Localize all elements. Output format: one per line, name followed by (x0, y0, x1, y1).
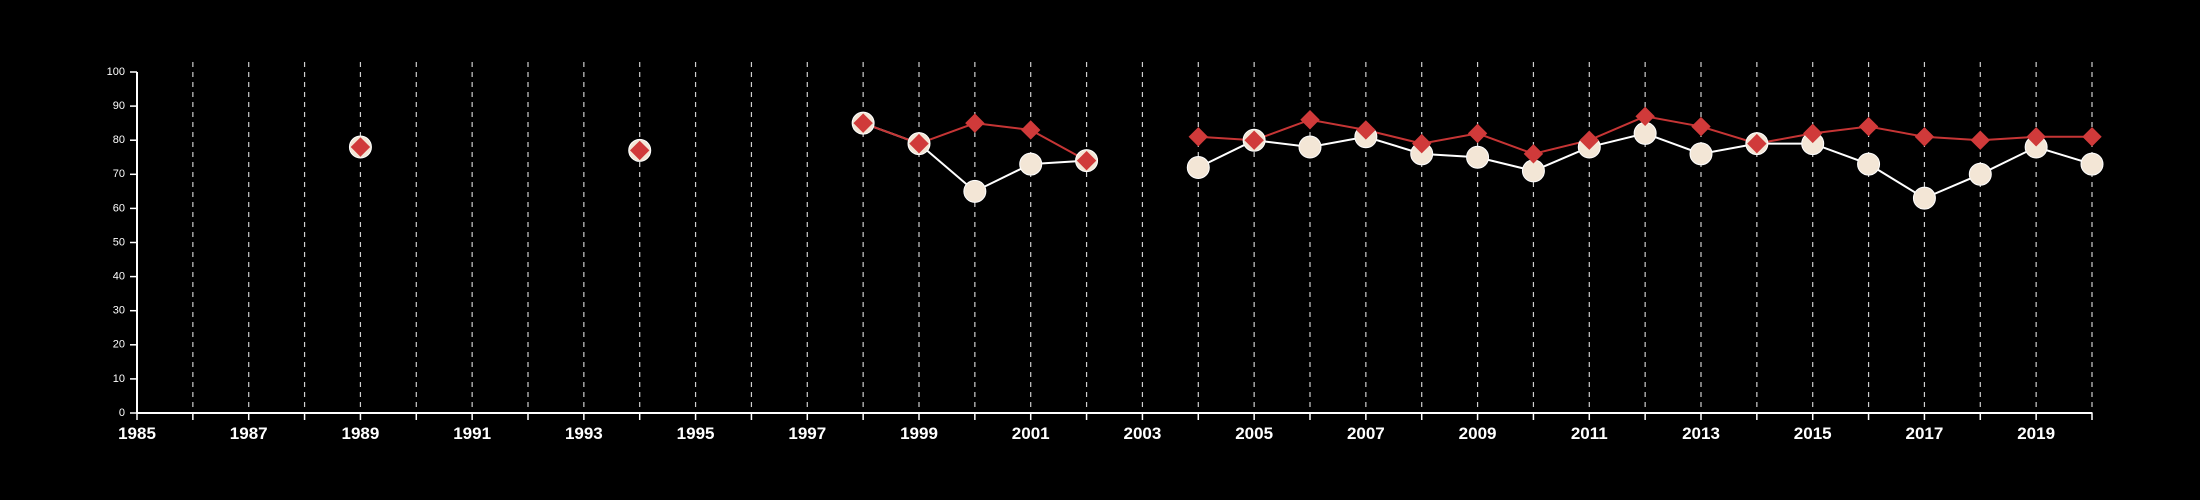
x-tick-label: 1993 (565, 424, 603, 443)
y-axis: 0 10 20 30 40 50 60 70 80 90 100 (107, 66, 138, 419)
series-2-point (1970, 130, 1990, 150)
series-1-point (1466, 145, 1490, 169)
x-tick-label: 2013 (1682, 424, 1720, 443)
x-axis: 1985 1987 1989 1991 1993 1995 1997 1999 2001 2003… (118, 412, 2093, 443)
series-2-point (1914, 127, 1935, 147)
y-tick-label: 90 (113, 100, 125, 112)
x-tick-label: 1999 (900, 424, 938, 443)
series-1-point (963, 179, 987, 203)
series-1-point (1689, 142, 1713, 166)
y-tick-label: 50 (113, 236, 125, 248)
series-2-point (1021, 120, 1041, 140)
series-2-point (1803, 123, 1823, 144)
series-2-point (1635, 106, 1655, 127)
x-tick-label: 2015 (1794, 424, 1832, 443)
y-tick-label: 0 (119, 407, 125, 419)
x-tick-label: 1985 (118, 424, 156, 443)
x-tick-label: 2011 (1571, 424, 1608, 443)
series-2-point (1691, 116, 1711, 137)
y-tick-label: 10 (113, 373, 125, 385)
x-tick-label: 2001 (1012, 424, 1050, 443)
x-tick-label: 2005 (1235, 424, 1273, 443)
series-2-point (2082, 127, 2102, 147)
series-2-point (1579, 130, 1599, 150)
x-tick-label: 1987 (230, 424, 268, 443)
series-2-point (1523, 144, 1544, 164)
y-tick-label: 60 (113, 202, 125, 214)
series-2-point (1356, 120, 1376, 140)
series-2-point (909, 133, 929, 154)
series-2-point (853, 113, 873, 133)
series-2-point (1412, 133, 1432, 154)
series-2-point (1858, 116, 1879, 137)
series-2-point (1300, 110, 1320, 130)
y-tick-label: 40 (113, 271, 125, 283)
series-2-point (630, 140, 650, 161)
series-2-point (2026, 127, 2046, 147)
x-tick-label: 2007 (1347, 424, 1385, 443)
x-tick-label: 1995 (677, 424, 715, 443)
series-1-point (1298, 135, 1322, 159)
y-tick-label: 80 (113, 134, 125, 146)
x-tick-label: 1989 (342, 424, 380, 443)
series-2-point (1076, 150, 1097, 171)
series-2-point (350, 137, 371, 157)
series-1-point (1968, 162, 1992, 186)
series-2-point (1747, 133, 1767, 154)
series-1-point (1019, 152, 1043, 176)
x-tick-label: 2003 (1124, 424, 1162, 443)
series-2-point (1188, 127, 1208, 147)
series-1-point (2080, 152, 2104, 176)
y-tick-label: 70 (113, 168, 125, 180)
y-tick-label: 20 (113, 339, 125, 351)
x-tick-label: 1991 (453, 424, 491, 443)
y-tick-label: 100 (107, 66, 125, 78)
series-2-point (1244, 130, 1264, 150)
x-tick-label: 2019 (2017, 424, 2055, 443)
series-2-point (1467, 123, 1488, 144)
x-tick-label: 2009 (1459, 424, 1497, 443)
x-tick-label: 2017 (1906, 424, 1944, 443)
series-2-point (965, 113, 985, 133)
y-tick-label: 30 (113, 305, 125, 317)
series-markers (348, 106, 2104, 210)
series-1-point (1912, 186, 1936, 210)
x-tick-label: 1997 (788, 424, 826, 443)
series-1-point (1857, 152, 1881, 176)
grid-lines (192, 62, 2093, 413)
series-1-point (1186, 155, 1210, 179)
